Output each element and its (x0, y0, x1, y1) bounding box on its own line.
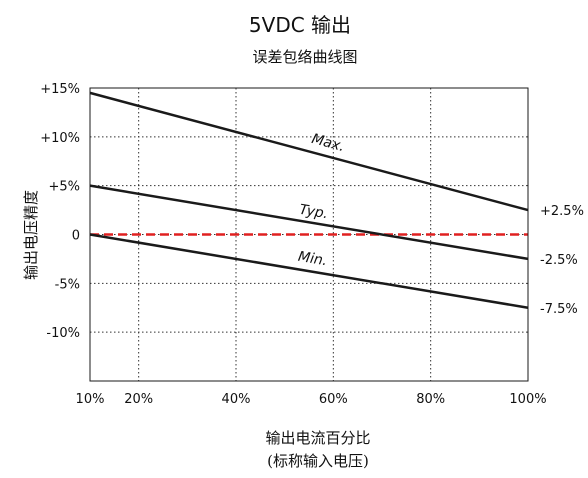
y-axis-label: 输出电压精度 (22, 190, 40, 280)
series-line (89, 184, 529, 261)
x-tick-label: 80% (416, 392, 445, 407)
x-axis-sublabel: (标称输入电压) (267, 452, 369, 470)
series-end-value-label: -2.5% (540, 253, 578, 268)
y-tick-label: +15% (40, 82, 80, 97)
chart-title: 5VDC 输出 (249, 13, 351, 37)
x-tick-label: 100% (509, 392, 546, 407)
x-tick-labels: 10% 20% 40% 60% 80% 100% (76, 392, 547, 407)
series-name-label: Min. (297, 249, 329, 270)
y-tick-label: 0 (72, 229, 80, 244)
series-labels: Max. +2.5% Typ. -2.5% Min. -7.5% (297, 131, 584, 317)
x-tick-label: 10% (76, 392, 105, 407)
series-layer (89, 91, 529, 309)
series-name-label: Max. (310, 131, 346, 155)
series-end-value-label: -7.5% (540, 302, 578, 317)
x-axis-label: 输出电流百分比 (265, 429, 370, 447)
y-tick-labels: +15% +10% +5% 0 -5% -10% (40, 82, 80, 341)
y-tick-label: +5% (48, 180, 80, 195)
x-tick-label: 40% (222, 392, 251, 407)
series-line (89, 91, 529, 212)
chart-subtitle: 误差包络曲线图 (252, 48, 357, 66)
series-line (89, 233, 529, 309)
series-end-value-label: +2.5% (540, 204, 584, 219)
y-tick-label: -5% (55, 277, 80, 292)
plot-frame (89, 87, 529, 382)
y-tick-label: +10% (40, 131, 80, 146)
y-tick-label: -10% (46, 326, 80, 341)
x-tick-label: 20% (124, 392, 153, 407)
x-tick-label: 60% (319, 392, 348, 407)
series-name-label: Typ. (298, 202, 329, 223)
